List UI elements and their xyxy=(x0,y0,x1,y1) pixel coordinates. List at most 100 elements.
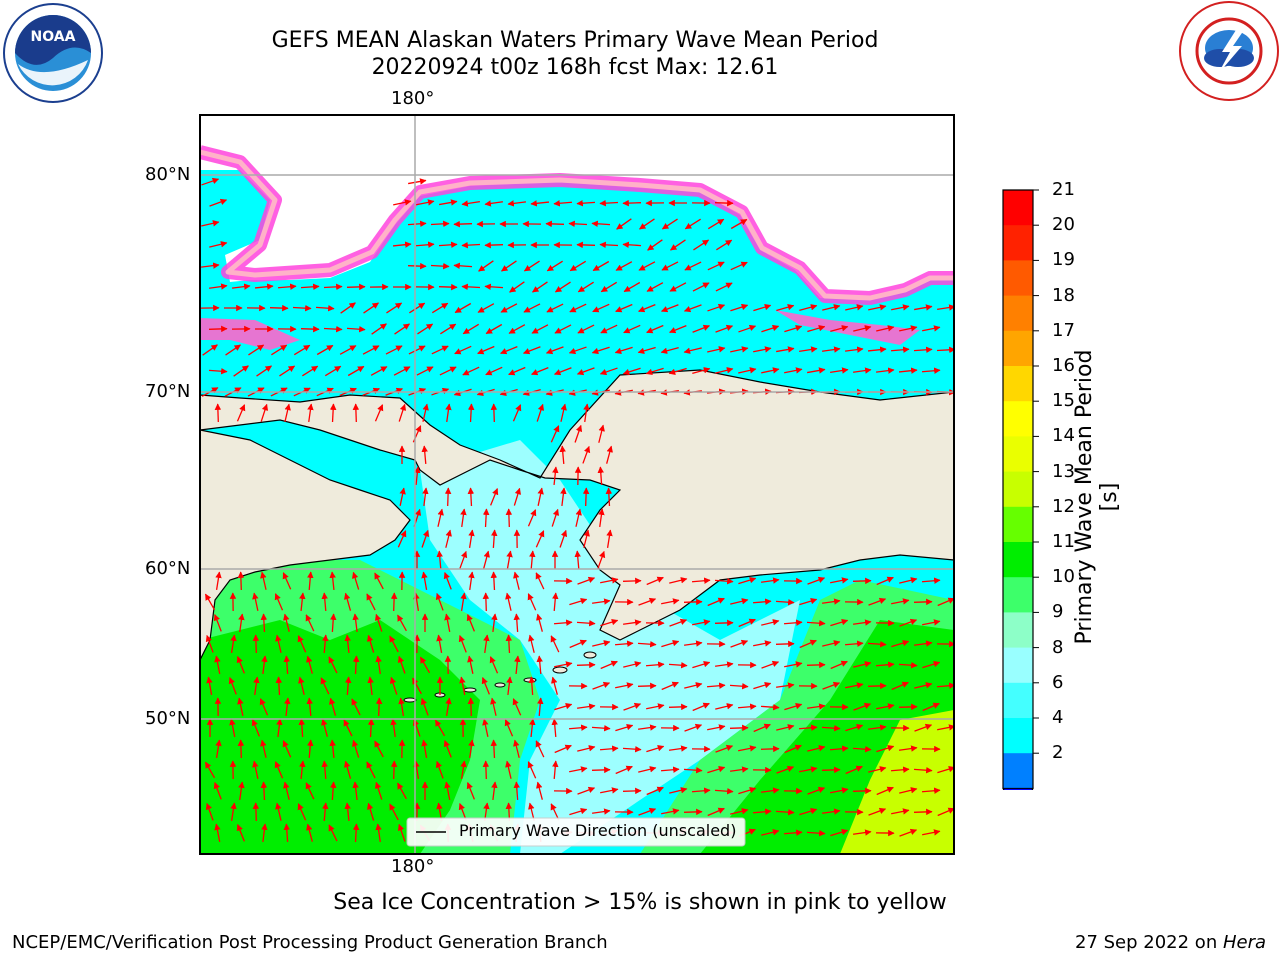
wave-direction-arrow xyxy=(390,760,398,780)
wave-direction-arrow xyxy=(599,367,618,376)
wave-direction-arrow xyxy=(692,702,710,712)
wave-direction-arrow xyxy=(622,241,642,249)
wave-direction-arrow xyxy=(459,676,466,695)
wave-direction-arrow xyxy=(692,660,711,669)
wave-direction-arrow xyxy=(661,261,679,271)
wave-direction-arrow xyxy=(505,634,513,654)
wave-direction-arrow xyxy=(577,786,596,795)
wave-direction-arrow xyxy=(321,718,328,737)
wave-direction-arrow xyxy=(535,572,545,590)
wave-direction-arrow xyxy=(921,787,941,794)
wave-direction-arrow xyxy=(899,325,918,332)
wave-direction-arrow xyxy=(500,303,518,313)
wave-direction-arrow xyxy=(591,598,611,605)
wave-direction-arrow xyxy=(306,655,313,674)
wave-direction-arrow xyxy=(329,739,336,759)
wave-direction-arrow xyxy=(436,634,443,653)
wave-direction-arrow xyxy=(321,592,328,612)
wave-direction-arrow xyxy=(201,220,220,227)
wave-direction-arrow xyxy=(445,529,452,548)
wave-direction-arrow xyxy=(238,613,245,633)
wave-direction-arrow xyxy=(715,324,734,333)
wave-direction-arrow xyxy=(468,571,475,591)
wave-direction-arrow xyxy=(899,787,918,794)
wave-direction-arrow xyxy=(513,571,520,590)
wave-direction-arrow xyxy=(821,346,841,353)
wave-direction-arrow xyxy=(729,766,749,773)
wave-direction-arrow xyxy=(730,261,748,271)
wave-direction-arrow xyxy=(283,613,290,632)
wave-direction-arrow xyxy=(592,640,611,647)
wave-direction-arrow xyxy=(753,640,772,647)
colorbar-under-extension xyxy=(1002,787,1034,790)
wave-direction-arrow xyxy=(807,576,826,585)
wave-direction-arrow xyxy=(366,761,376,779)
wave-direction-arrow xyxy=(600,577,619,584)
wave-direction-arrow xyxy=(329,781,337,801)
wave-direction-arrow xyxy=(891,681,909,691)
wave-direction-arrow xyxy=(236,824,245,842)
colorbar-segment xyxy=(1003,330,1033,367)
colorbar-tick-label: 8 xyxy=(1052,636,1064,658)
wave-direction-arrow xyxy=(591,346,610,355)
colorbar-segment xyxy=(1003,542,1033,578)
wave-direction-arrow xyxy=(898,703,918,711)
wave-direction-arrow xyxy=(283,781,290,800)
wave-direction-arrow xyxy=(830,787,849,794)
wave-direction-arrow xyxy=(875,661,895,668)
colorbar-tick-label: 16 xyxy=(1052,355,1075,376)
wave-direction-arrow xyxy=(307,403,314,423)
wave-direction-arrow xyxy=(233,365,249,377)
wave-direction-arrow xyxy=(366,634,375,653)
wave-direction-arrow xyxy=(891,639,910,648)
wave-direction-arrow xyxy=(921,367,941,374)
wave-direction-arrow xyxy=(821,598,841,605)
wave-direction-arrow xyxy=(439,366,457,376)
wave-direction-arrow xyxy=(876,786,894,796)
colorbar-tick-label: 15 xyxy=(1052,390,1075,412)
wave-direction-arrow xyxy=(937,724,954,731)
colorbar-tick-label: 20 xyxy=(1052,214,1075,236)
wave-direction-arrow xyxy=(852,787,872,795)
wave-direction-arrow xyxy=(576,241,596,249)
wave-direction-arrow xyxy=(592,303,610,313)
wave-direction-arrow xyxy=(389,676,398,695)
wave-direction-arrow xyxy=(389,635,399,653)
wave-direction-arrow xyxy=(275,802,282,821)
wave-direction-arrow xyxy=(435,760,444,779)
wave-direction-arrow xyxy=(867,682,887,690)
wave-direction-arrow xyxy=(305,614,315,632)
wave-direction-arrow xyxy=(615,723,634,732)
wave-direction-arrow xyxy=(707,765,726,774)
wave-direction-arrow xyxy=(606,445,613,464)
colorbar-segment xyxy=(1003,260,1033,297)
wave-direction-arrow xyxy=(799,346,818,353)
wave-direction-arrow xyxy=(275,676,283,696)
wave-direction-arrow xyxy=(500,260,517,272)
wave-direction-arrow xyxy=(599,745,619,752)
wave-direction-arrow xyxy=(374,781,383,800)
wave-direction-arrow xyxy=(637,640,657,648)
colorbar-segment xyxy=(1003,577,1033,613)
wave-direction-arrow xyxy=(606,529,613,548)
wave-direction-arrow xyxy=(505,760,512,779)
wave-direction-arrow xyxy=(622,367,641,376)
wave-direction-arrow xyxy=(297,635,307,653)
colorbar-segment xyxy=(1003,225,1033,261)
wave-direction-arrow xyxy=(853,661,872,668)
wave-direction-arrow xyxy=(738,367,757,374)
wave-direction-arrow xyxy=(844,346,864,353)
wave-direction-arrow xyxy=(329,697,337,716)
wave-direction-arrow xyxy=(367,676,374,696)
wave-direction-arrow xyxy=(913,808,933,816)
wave-direction-arrow xyxy=(707,597,725,607)
wave-direction-arrow xyxy=(707,346,726,353)
wave-direction-arrow xyxy=(466,782,475,800)
wave-direction-arrow xyxy=(307,739,314,759)
wave-direction-arrow xyxy=(730,346,749,353)
wave-direction-arrow xyxy=(574,550,581,570)
wave-direction-arrow xyxy=(577,324,595,334)
wave-direction-arrow xyxy=(430,220,450,228)
wave-direction-arrow xyxy=(597,550,606,569)
wave-direction-arrow xyxy=(799,597,818,606)
